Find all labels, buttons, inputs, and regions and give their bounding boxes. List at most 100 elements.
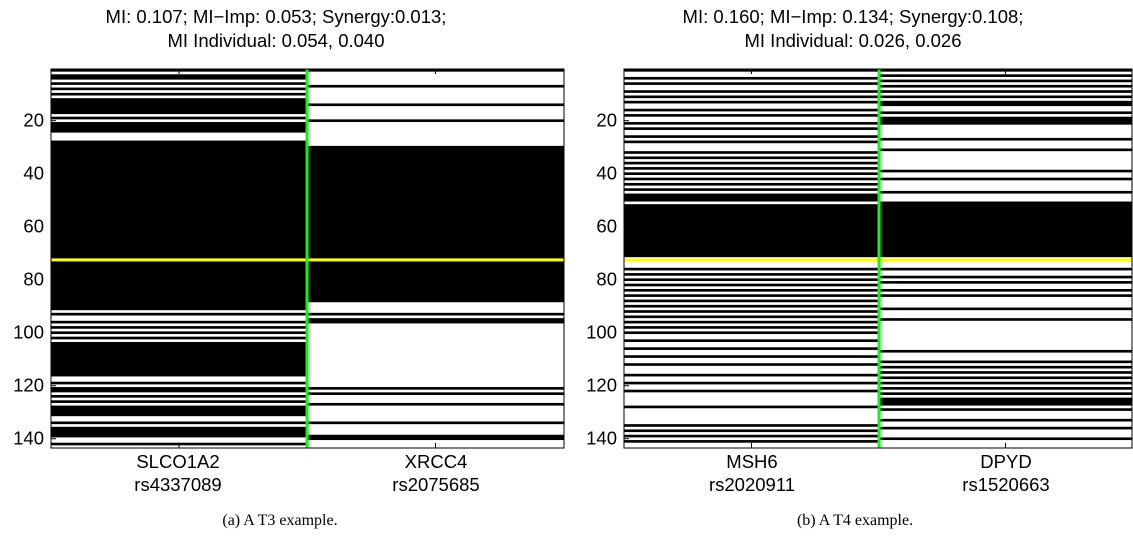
panel-b-col2-cell-25 <box>879 371 1132 374</box>
panel-a-caption: (a) A T3 example. <box>222 512 338 529</box>
panel-b-axes-frame <box>623 68 1133 449</box>
panel-a-col1-cell-1 <box>51 74 307 80</box>
panel-b-col1-cell-21 <box>624 204 879 258</box>
panel-b-col1-cell-33 <box>624 326 879 329</box>
panel-a-col1-cell-17 <box>51 394 307 398</box>
panel-a-col2-cell-2 <box>307 103 564 107</box>
panel-a-col1-cell-11 <box>51 326 307 329</box>
panel-b-ytick-label-20: 20 <box>596 110 617 131</box>
panel-a-col1-cell-4 <box>51 92 307 96</box>
panel-a-title-line2: MI Individual: 0.054, 0.040 <box>167 30 385 51</box>
panel-a-ytick-label-20: 20 <box>23 110 44 131</box>
panel-b-col1-cell-40 <box>624 381 879 385</box>
panel-a-col2-cell-8 <box>307 392 564 395</box>
panel-b-col1-cell-26 <box>624 288 879 292</box>
panel-b-col1-cell-6 <box>624 108 879 112</box>
panel-a-col2-label: XRCC4 rs2075685 <box>336 450 536 496</box>
panel-b-col2-cell-21 <box>879 318 1132 321</box>
panel-b-col1-gene: MSH6 <box>726 451 778 472</box>
panel-b-col1-cell-17 <box>624 177 879 181</box>
panel-b-col1-cell-35 <box>624 339 879 342</box>
panel-a-ytick-label-120: 120 <box>13 375 44 396</box>
panel-a-col1-cell-7 <box>51 122 307 133</box>
panel-a-ytick-label-60: 60 <box>23 216 44 237</box>
panel-b-col1-cell-20 <box>624 193 879 202</box>
panel-b-col2-cell-13 <box>879 190 1132 194</box>
panel-a-col2-cell-5 <box>307 312 564 316</box>
panel-b-title-line1: MI: 0.160; MI−Imp: 0.134; Synergy:0.108; <box>682 6 1024 27</box>
panel-a-col1-snp: rs4337089 <box>134 474 222 495</box>
panel-b-col1-cell-15 <box>624 167 879 170</box>
panel-b-col1-cell-42 <box>624 405 879 409</box>
panel-b-col2-cell-12 <box>879 177 1132 181</box>
panel-b-caption: (b) A T4 example. <box>796 512 914 529</box>
panel-a-col1-cell-12 <box>51 331 307 335</box>
panel-b-col2-cell-22 <box>879 349 1132 353</box>
panel-a-col1-cell-21 <box>51 426 307 438</box>
panel-b-ytick-label-120: 120 <box>586 375 617 396</box>
panel-b-col1-cell-29 <box>624 304 879 308</box>
panel-b-col1-cell-12 <box>624 151 879 154</box>
panel-b-col1-snp: rs2020911 <box>708 474 796 495</box>
panel-a-ytick-label-40: 40 <box>23 163 44 184</box>
panel-b-col1-cell-3 <box>624 90 879 93</box>
panel-a-col1-cell-18 <box>51 400 307 403</box>
panel-b-col1-cell-45 <box>624 434 879 438</box>
panel-a-plot: 20 40 60 80 100 120 140 <box>13 68 565 449</box>
panel-a-col1-label: SLCO1A2 rs4337089 <box>78 450 278 496</box>
panel-b-col2-cell-32 <box>879 418 1132 422</box>
panel-b-col2-cell-1 <box>879 74 1132 77</box>
panel-b-col1-cell-32 <box>624 320 879 324</box>
panel-a-col1-cell-19 <box>51 405 307 417</box>
panel-b-col1-cell-25 <box>624 283 879 287</box>
panel-b-col2-cell-4 <box>879 90 1132 93</box>
panel-a-col2-cell-1 <box>307 84 564 88</box>
panel-a-col2-gene: XRCC4 <box>404 451 468 472</box>
panel-b-ytick-label-140: 140 <box>586 428 617 449</box>
panel-b-col2-cell-17 <box>879 281 1132 284</box>
panel-b-col1-cell-10 <box>624 135 879 138</box>
panel-b-col2-cell-33 <box>879 426 1132 430</box>
panel-a-ytick-label-100: 100 <box>13 322 44 343</box>
panel-b-col2-cell-27 <box>879 381 1132 385</box>
panel-b-col1-cell-11 <box>624 140 879 144</box>
panel-b-col1-cell-24 <box>624 278 879 282</box>
panel-b-col2-cell-15 <box>879 267 1132 271</box>
panel-b-col2-cell-14 <box>879 201 1132 258</box>
panel-b-col2-cell-10 <box>879 148 1132 152</box>
panel-b-title: MI: 0.160; MI−Imp: 0.134; Synergy:0.108;… <box>573 5 1133 53</box>
panel-a-col1-cell-3 <box>51 87 307 91</box>
panel-b-col2-cell-20 <box>879 307 1132 311</box>
panel-b-ytick-label-80: 80 <box>596 269 617 290</box>
panel-b-col1-cell-1 <box>624 76 879 80</box>
panel-a-col1-cell-16 <box>51 387 307 393</box>
panel-b-col1-cell-18 <box>624 182 879 186</box>
panel-a-col1-cell-6 <box>51 116 307 120</box>
panel-b-col2-cell-31 <box>879 408 1132 411</box>
panel-b-ytick-label-60: 60 <box>596 216 617 237</box>
panel-a-col1-cell-5 <box>51 98 307 115</box>
panel-b-col2-cell-19 <box>879 294 1132 297</box>
panel-b-col2-cell-7 <box>879 111 1132 115</box>
panel-b-col2-snp: rs1520663 <box>962 474 1050 495</box>
panel-b-col1-cell-43 <box>624 424 879 427</box>
panel-b-col2-cell-29 <box>879 392 1132 395</box>
panel-b-col2-cell-34 <box>879 437 1132 441</box>
panel-b-col1-cell-7 <box>624 114 879 117</box>
panel-b-col1-cell-14 <box>624 161 879 165</box>
panel-b-col1-cell-23 <box>624 273 879 276</box>
panel-b-col2-cell-16 <box>879 275 1132 279</box>
panel-b-col1-cell-4 <box>624 95 879 99</box>
panel-a-col2-cell-10 <box>307 421 564 425</box>
panel-b-col1-cell-44 <box>624 429 879 433</box>
panel-a-title: MI: 0.107; MI−Imp: 0.053; Synergy:0.013;… <box>0 5 556 53</box>
panel-a-col2-cell-4 <box>307 145 564 303</box>
panel-b-col2-label: DPYD rs1520663 <box>906 450 1106 496</box>
panel-b-col1-cell-46 <box>624 440 879 443</box>
panel-b-ytick-label-100: 100 <box>586 322 617 343</box>
panel-b-ytick-label-40: 40 <box>596 163 617 184</box>
panel-b-col1-cell-39 <box>624 373 879 377</box>
panel-b-col1-cell-38 <box>624 363 879 366</box>
panel-b-col1-cell-30 <box>624 310 879 313</box>
panel-b-col2-cell-11 <box>879 169 1132 173</box>
